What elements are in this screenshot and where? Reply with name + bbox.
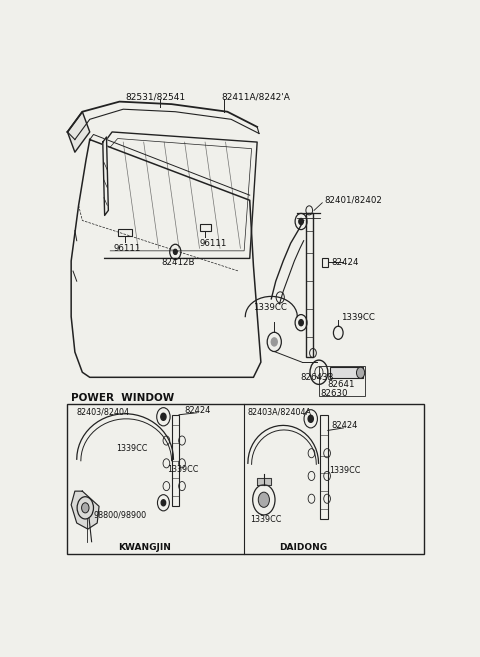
Text: 82403/82404: 82403/82404 (77, 407, 130, 417)
Text: KWANGJIN: KWANGJIN (118, 543, 170, 553)
Text: 1339CC: 1339CC (167, 465, 199, 474)
Text: 1339CC: 1339CC (341, 313, 375, 322)
Text: DAIDONG: DAIDONG (279, 543, 328, 553)
Text: 82643B: 82643B (300, 373, 334, 382)
Bar (321, 415, 328, 519)
Circle shape (82, 503, 89, 513)
Circle shape (161, 413, 166, 420)
Circle shape (258, 492, 269, 507)
Circle shape (271, 338, 277, 346)
Bar (305, 213, 313, 357)
Bar (330, 367, 363, 378)
Polygon shape (257, 478, 271, 485)
Text: 82403A/82404A: 82403A/82404A (248, 407, 312, 417)
Circle shape (357, 367, 365, 378)
Text: 1339CC: 1339CC (250, 516, 281, 524)
Text: 82641: 82641 (328, 380, 355, 389)
Text: 82411A/8242'A: 82411A/8242'A (222, 92, 291, 101)
Text: POWER  WINDOW: POWER WINDOW (71, 392, 174, 403)
Circle shape (161, 500, 166, 506)
Bar (118, 229, 132, 236)
Bar (319, 366, 365, 396)
Text: 82424: 82424 (185, 406, 211, 415)
Text: 96111: 96111 (200, 238, 227, 248)
Text: 82401/82402: 82401/82402 (324, 196, 382, 205)
Polygon shape (103, 137, 108, 215)
Bar (322, 258, 328, 267)
Circle shape (299, 219, 303, 225)
Polygon shape (71, 491, 99, 529)
Text: 98800/98900: 98800/98900 (94, 510, 146, 520)
Circle shape (308, 415, 313, 422)
Circle shape (299, 320, 303, 326)
Text: 1339CC: 1339CC (329, 466, 360, 476)
Text: 1339CC: 1339CC (116, 443, 147, 453)
Polygon shape (67, 112, 90, 152)
Text: 82424: 82424 (332, 258, 359, 267)
Bar (200, 224, 211, 231)
Text: 96111: 96111 (114, 244, 141, 253)
Bar (67, 403, 424, 555)
Text: 82531/82541: 82531/82541 (125, 92, 185, 101)
Text: 82412B: 82412B (161, 258, 195, 267)
Text: 1339CC: 1339CC (252, 303, 287, 312)
Circle shape (173, 249, 177, 254)
Text: 82630: 82630 (321, 389, 348, 398)
Text: 82424: 82424 (332, 421, 358, 430)
Bar (172, 415, 179, 507)
